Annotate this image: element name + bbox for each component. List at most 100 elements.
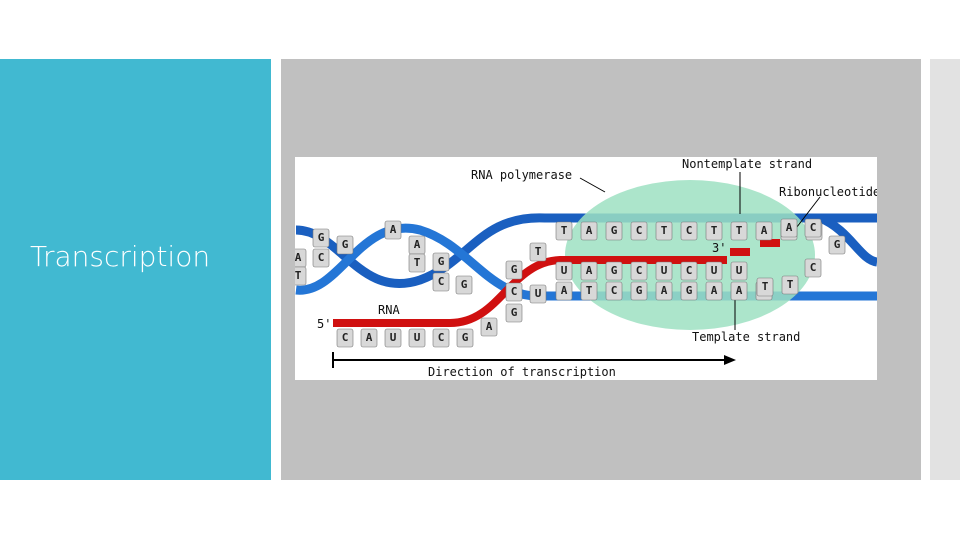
base-letter: T — [787, 278, 794, 291]
base-tile — [705, 281, 723, 301]
rna-strand — [333, 256, 727, 327]
base-letter: A — [561, 284, 568, 297]
base-tile — [804, 258, 822, 278]
base-tile — [555, 221, 573, 241]
base-tile — [580, 221, 598, 241]
base-tile — [630, 221, 648, 241]
base-letter: G — [834, 238, 841, 251]
base-tile — [295, 266, 307, 286]
base-letter: C — [636, 264, 643, 277]
base-tile — [505, 282, 523, 302]
base-letter: A — [786, 221, 793, 234]
slide-title: Transcription — [30, 240, 211, 273]
label: Template strand — [692, 330, 800, 344]
base-tile — [360, 328, 378, 348]
base-tile — [804, 218, 822, 238]
base-tile — [480, 317, 498, 337]
base-tile — [529, 284, 547, 304]
base-tile — [384, 220, 402, 240]
base-letter: U — [661, 264, 668, 277]
base-tile — [828, 235, 846, 255]
base-letter: A — [586, 224, 593, 237]
base-tile — [605, 281, 623, 301]
base-tile — [680, 281, 698, 301]
base-letter: C — [438, 331, 445, 344]
base-tile — [605, 221, 623, 241]
transcription-diagram: RNA polymerase Nontemplate strand Ribonu… — [295, 157, 877, 380]
base-tile — [580, 261, 598, 281]
bases: TAGCTCTTAAGUAGCUCUUATCGAGAATCAUUCGGACTGA… — [295, 218, 846, 348]
base-tile — [555, 281, 573, 301]
base-tile — [730, 261, 748, 281]
base-tile — [680, 221, 698, 241]
base-letter: C — [810, 221, 817, 234]
arrow-head — [724, 355, 736, 365]
rna-polymerase — [565, 180, 815, 330]
base-letter: A — [486, 320, 493, 333]
base-letter: A — [295, 251, 302, 264]
ribonucleotide — [730, 248, 750, 256]
base-tile — [781, 275, 799, 295]
base-tile — [312, 228, 330, 248]
base-tile — [432, 252, 450, 272]
base-letter: T — [295, 269, 302, 282]
base-tile — [756, 277, 774, 297]
base-letter: U — [390, 331, 397, 344]
base-letter: T — [586, 284, 593, 297]
base-tile — [580, 281, 598, 301]
base-tile — [730, 281, 748, 301]
label: 5' — [317, 317, 331, 331]
base-tile — [755, 221, 773, 241]
base-letter: A — [366, 331, 373, 344]
base-letter: U — [711, 264, 718, 277]
base-letter: T — [711, 224, 718, 237]
base-tile — [630, 261, 648, 281]
base-tile — [705, 261, 723, 281]
base-tile — [680, 261, 698, 281]
base-letter: C — [686, 264, 693, 277]
base-tile — [432, 272, 450, 292]
base-letter: T — [535, 245, 542, 258]
base-tile — [456, 328, 474, 348]
base-tile — [336, 235, 354, 255]
base-tile — [605, 261, 623, 281]
title-panel — [0, 59, 271, 480]
base-tile — [505, 260, 523, 280]
base-letter: G — [636, 284, 643, 297]
base-letter: T — [661, 224, 668, 237]
base-letter: T — [414, 256, 421, 269]
base-tile — [408, 253, 426, 273]
base-letter: G — [511, 263, 518, 276]
label: Direction of transcription — [428, 365, 616, 379]
base-tile — [630, 281, 648, 301]
base-letter: G — [462, 331, 469, 344]
base-letter: U — [561, 264, 568, 277]
base-letter: C — [438, 275, 445, 288]
dna-strand — [818, 213, 877, 267]
base-tile — [655, 221, 673, 241]
base-tile — [312, 248, 330, 268]
base-letter: T — [736, 224, 743, 237]
base-tile — [432, 328, 450, 348]
base-letter: A — [414, 238, 421, 251]
base-tile — [705, 221, 723, 241]
base-letter: A — [586, 264, 593, 277]
base-letter: C — [611, 284, 618, 297]
base-tile — [730, 221, 748, 241]
label: Nontemplate strand — [682, 157, 812, 171]
base-tile — [655, 261, 673, 281]
base-letter: U — [736, 264, 743, 277]
label: RNA polymerase — [471, 168, 572, 182]
ribonucleotide — [760, 239, 780, 247]
base-tile — [555, 261, 573, 281]
base-letter: C — [342, 331, 349, 344]
dna-strand — [295, 213, 877, 289]
pointer — [579, 177, 606, 193]
base-letter: A — [390, 223, 397, 236]
base-letter: T — [561, 224, 568, 237]
base-letter: G — [611, 264, 618, 277]
base-tile — [336, 328, 354, 348]
label: 3' — [712, 241, 726, 255]
base-letter: C — [810, 261, 817, 274]
